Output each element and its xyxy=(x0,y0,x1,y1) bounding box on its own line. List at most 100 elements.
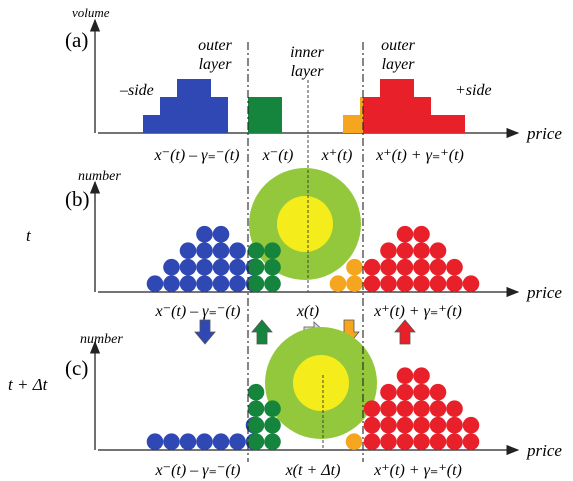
order-dot-green xyxy=(264,275,281,293)
panel-b-order-dots xyxy=(89,168,520,298)
order-dot-orange xyxy=(346,275,363,293)
order-dot-red xyxy=(396,275,414,293)
order-dot-red xyxy=(429,258,447,276)
volume-bar-red xyxy=(380,79,397,133)
order-dot-green xyxy=(264,242,281,259)
panel-c-time-label: t + Δt xyxy=(8,375,49,394)
order-dot-green xyxy=(264,433,281,451)
volume-bar-blue xyxy=(177,79,194,133)
order-dot-red xyxy=(429,275,447,293)
order-dot-red xyxy=(413,416,430,434)
outer-layer-right-line2: layer xyxy=(382,56,416,73)
panel-a-y-label: volume xyxy=(72,5,110,20)
volume-bar-orange xyxy=(343,115,360,133)
order-dot-red xyxy=(446,416,463,434)
volume-bar-red xyxy=(363,97,380,133)
order-dot-green xyxy=(247,258,265,276)
order-dot-blue xyxy=(163,275,180,293)
panel-c-price-circle xyxy=(265,327,377,439)
order-dot-red xyxy=(380,400,397,418)
order-dot-red xyxy=(429,400,447,418)
volume-bar-blue xyxy=(194,79,211,133)
order-dot-red xyxy=(396,367,414,385)
panel-b-tick-upper-outer: x⁺(t) + γ₌⁺(t) xyxy=(373,303,462,320)
inner-layer-line2: layer xyxy=(291,63,325,80)
panel-c-tick-upper-outer: x⁺(t) + γ₌⁺(t) xyxy=(373,462,462,479)
volume-bar-red xyxy=(414,97,431,133)
order-dot-red xyxy=(396,416,414,434)
order-dot-blue xyxy=(196,275,213,293)
order-dot-red xyxy=(446,275,463,293)
order-dot-green xyxy=(247,433,265,451)
order-dot-blue xyxy=(196,225,213,243)
order-dot-green xyxy=(264,400,281,418)
panel-c-dot-group xyxy=(146,367,480,451)
order-dot-blue xyxy=(229,275,246,293)
panel-a-volume-bars xyxy=(89,18,520,139)
order-dot-red xyxy=(380,416,397,434)
order-dot-red xyxy=(396,383,414,401)
plus-side-label: +side xyxy=(455,82,492,99)
order-dot-red xyxy=(396,400,414,418)
order-dot-red xyxy=(413,275,430,293)
volume-bar-green xyxy=(248,97,265,133)
order-dot-red xyxy=(380,258,397,276)
order-dot-blue xyxy=(212,258,230,276)
transition-arrow-down xyxy=(194,319,216,345)
order-dot-red xyxy=(396,433,414,451)
order-dot-red xyxy=(363,258,381,276)
panel-b-time-label: t xyxy=(26,226,32,245)
order-dot-green xyxy=(247,400,265,418)
order-dot-red xyxy=(380,242,397,259)
panel-c-x-label: price xyxy=(526,441,562,460)
order-dot-red xyxy=(446,258,463,276)
outer-layer-left-line2: layer xyxy=(199,56,233,73)
order-dot-blue xyxy=(212,275,230,293)
order-dot-red xyxy=(429,383,447,401)
inner-layer-line1: inner xyxy=(290,44,325,61)
order-dot-orange xyxy=(329,275,347,293)
order-dot-blue xyxy=(179,258,197,276)
order-dot-red xyxy=(380,275,397,293)
order-dot-blue xyxy=(179,433,197,451)
volume-bar-blue xyxy=(160,97,177,133)
order-dot-blue xyxy=(229,242,246,259)
panel-c-tick-lower-outer: x⁻(t) – γ₌⁻(t) xyxy=(155,462,241,479)
volume-bar-red xyxy=(448,115,465,133)
order-dot-blue xyxy=(196,242,213,259)
volume-bar-red xyxy=(431,115,448,133)
order-dot-red xyxy=(413,433,430,451)
panel-c-order-dots xyxy=(89,327,520,456)
order-dot-green xyxy=(264,416,281,434)
order-dot-red xyxy=(429,242,447,259)
panel-c-y-label: number xyxy=(80,332,123,347)
order-dot-green xyxy=(247,383,265,401)
order-dot-blue xyxy=(229,433,246,451)
order-dot-orange xyxy=(345,433,363,451)
order-dot-red xyxy=(413,400,430,418)
volume-bar-blue xyxy=(143,115,160,133)
transition-arrow-up xyxy=(251,319,273,345)
order-dot-red xyxy=(413,242,430,259)
panel-b-tick-mid: x(t) xyxy=(296,303,319,320)
panel-a-tick-lower-outer: x⁻(t) – γ₌⁻(t) xyxy=(154,147,240,164)
transition-arrow-up xyxy=(394,319,416,345)
panel-a-tick-x-plus: x⁺(t) xyxy=(321,147,353,164)
order-dot-blue xyxy=(146,433,164,451)
price-zone-inner xyxy=(277,196,333,252)
order-dot-blue xyxy=(229,258,246,276)
order-dot-red xyxy=(429,433,447,451)
order-dot-red xyxy=(396,225,414,243)
price-zone-inner xyxy=(293,355,349,411)
order-dot-green xyxy=(247,242,265,259)
panel-a-tick-x-minus: x⁻(t) xyxy=(262,147,294,164)
order-dot-red xyxy=(413,383,430,401)
order-dot-red xyxy=(396,258,414,276)
panel-b-y-label: number xyxy=(78,169,121,184)
panel-b-x-label: price xyxy=(526,283,562,302)
order-dot-red xyxy=(413,367,430,385)
panel-c-label: (c) xyxy=(65,356,88,380)
order-dot-blue xyxy=(196,258,213,276)
panel-a-x-label: price xyxy=(526,124,562,143)
panel-a-bar-group xyxy=(143,79,465,133)
